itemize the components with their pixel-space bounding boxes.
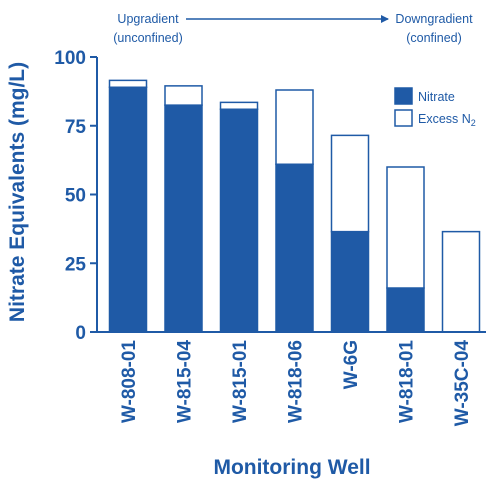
x-tick-label: W-35C-04: [452, 340, 473, 427]
legend-label-excess-subscript: 2: [471, 118, 476, 128]
legend: Nitrate Excess N2: [394, 87, 476, 128]
annotation-downgradient: Downgradient: [395, 12, 473, 26]
bar-nitrate-w-815-01: [219, 108, 259, 333]
x-tick-label: W-818-01: [397, 340, 418, 423]
bar-nitrate-w-808-01: [108, 86, 148, 333]
bar-nitrate-w-818-06: [275, 163, 314, 333]
y-axis-ticks: 0 25 50 75 100: [54, 48, 97, 344]
annotation-unconfined: (unconfined): [113, 31, 183, 45]
bar-excess-n2-w-808-01: [108, 79, 148, 88]
y-tick-label: 75: [65, 117, 87, 138]
x-tick-label: W-818-06: [286, 340, 307, 423]
bar-excess-n2-w-6g: [330, 134, 370, 233]
legend-label-excess-n2: Excess N2: [418, 112, 476, 128]
bar-excess-n2-w-818-06: [275, 89, 314, 165]
x-axis-labels: W-808-01 W-815-04 W-815-01 W-818-06 W-6G W-81…: [119, 340, 473, 427]
bar-excess-n2-w-818-01: [386, 166, 425, 289]
y-axis-title: Nitrate Equivalents (mg/L): [6, 62, 29, 322]
bar-excess-n2-w-815-04: [164, 85, 203, 106]
y-tick-label: 50: [65, 186, 86, 207]
x-tick-label: W-815-04: [175, 340, 196, 423]
bar-excess-n2-w-35c-04: [441, 230, 481, 333]
legend-swatch-nitrate: [394, 87, 413, 105]
legend-swatch-excess-n2: [394, 109, 413, 127]
annotation-upgradient: Upgradient: [117, 12, 179, 26]
annotation-confined: (confined): [406, 31, 462, 45]
x-tick-label: W-808-01: [119, 340, 140, 423]
legend-label-nitrate: Nitrate: [418, 90, 455, 104]
legend-label-excess-main: Excess N: [418, 112, 471, 126]
y-tick-label: 0: [75, 323, 86, 344]
x-tick-label: W-815-01: [230, 340, 251, 423]
bar-nitrate-w-6g: [330, 230, 370, 333]
x-tick-label: W-6G: [341, 340, 362, 389]
bar-nitrate-w-818-01: [386, 287, 425, 333]
bars-group: [108, 79, 481, 333]
y-tick-label: 100: [54, 48, 86, 69]
bar-nitrate-w-815-04: [164, 104, 203, 333]
x-axis-title: Monitoring Well: [213, 456, 370, 479]
y-tick-label: 25: [65, 254, 87, 275]
bar-excess-n2-w-815-01: [219, 101, 259, 110]
